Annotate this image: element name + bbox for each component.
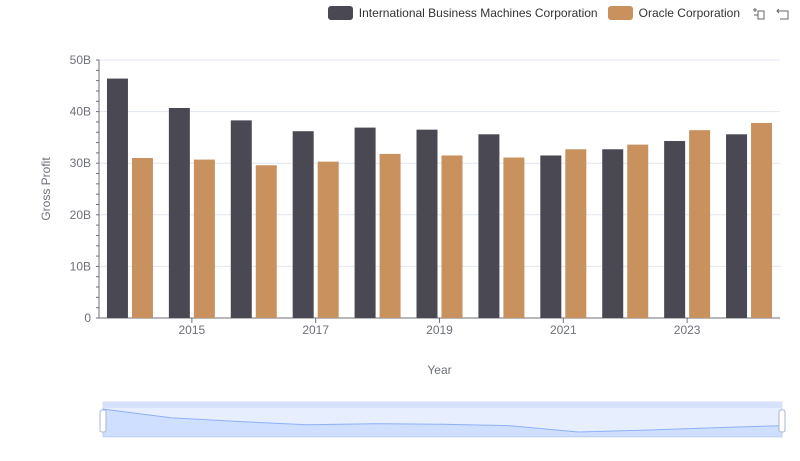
legend-label-ibm: International Business Machines Corporat… bbox=[358, 6, 598, 20]
legend-item-oracle[interactable]: Oracle Corporation bbox=[607, 6, 740, 20]
y-tick-label: 30B bbox=[70, 156, 91, 170]
legend: International Business Machines Corporat… bbox=[327, 4, 740, 22]
bar-oracle-2017[interactable] bbox=[317, 161, 339, 318]
bar-ibm-2015[interactable] bbox=[168, 107, 190, 318]
datazoom-preview-line bbox=[102, 408, 783, 433]
bar-oracle-2019[interactable] bbox=[441, 155, 463, 318]
bar-ibm-2022[interactable] bbox=[602, 149, 624, 318]
bar-ibm-2016[interactable] bbox=[230, 120, 252, 318]
y-axis-title: Gross Profit bbox=[39, 157, 53, 221]
legend-swatch-ibm bbox=[327, 6, 353, 20]
x-axis-title: Year bbox=[427, 363, 451, 377]
x-tick-label: 2021 bbox=[550, 323, 577, 337]
x-tick-label: 2015 bbox=[179, 323, 206, 337]
y-tick-label: 0 bbox=[84, 311, 91, 325]
bar-ibm-2024[interactable] bbox=[726, 134, 748, 318]
x-tick-label: 2017 bbox=[302, 323, 329, 337]
bar-ibm-2021[interactable] bbox=[540, 155, 562, 318]
bar-oracle-2020[interactable] bbox=[503, 157, 525, 318]
datazoom-end-handle[interactable] bbox=[778, 409, 786, 433]
x-tick-label: 2023 bbox=[674, 323, 701, 337]
y-tick-label: 10B bbox=[70, 259, 91, 273]
bar-oracle-2024[interactable] bbox=[751, 122, 773, 319]
legend-item-ibm[interactable]: International Business Machines Corporat… bbox=[327, 6, 598, 20]
bar-oracle-2016[interactable] bbox=[255, 165, 277, 318]
bar-ibm-2020[interactable] bbox=[478, 134, 500, 318]
reset-zoom-icon[interactable] bbox=[776, 6, 790, 20]
bar-ibm-2017[interactable] bbox=[292, 131, 314, 318]
bar-ibm-2019[interactable] bbox=[416, 129, 438, 318]
toolbox bbox=[752, 6, 790, 20]
legend-swatch-oracle bbox=[607, 6, 633, 20]
y-tick-label: 50B bbox=[70, 53, 91, 67]
datazoom-move-handle[interactable] bbox=[103, 402, 782, 408]
bar-oracle-2018[interactable] bbox=[379, 153, 401, 318]
bar-oracle-2021[interactable] bbox=[565, 149, 587, 318]
datazoom-preview-area bbox=[103, 409, 782, 437]
bar-ibm-2023[interactable] bbox=[664, 141, 686, 318]
y-tick-label: 20B bbox=[70, 208, 91, 222]
bar-ibm-2018[interactable] bbox=[354, 127, 376, 318]
x-tick-label: 2019 bbox=[426, 323, 453, 337]
legend-label-oracle: Oracle Corporation bbox=[638, 6, 740, 20]
bar-oracle-2014[interactable] bbox=[131, 158, 153, 318]
bar-ibm-2014[interactable] bbox=[106, 78, 128, 319]
bar-oracle-2023[interactable] bbox=[689, 130, 711, 318]
bar-oracle-2015[interactable] bbox=[193, 159, 215, 318]
y-tick-label: 40B bbox=[70, 105, 91, 119]
bar-oracle-2022[interactable] bbox=[627, 144, 649, 318]
zoom-icon[interactable] bbox=[752, 6, 766, 20]
datazoom-start-handle[interactable] bbox=[99, 409, 107, 433]
